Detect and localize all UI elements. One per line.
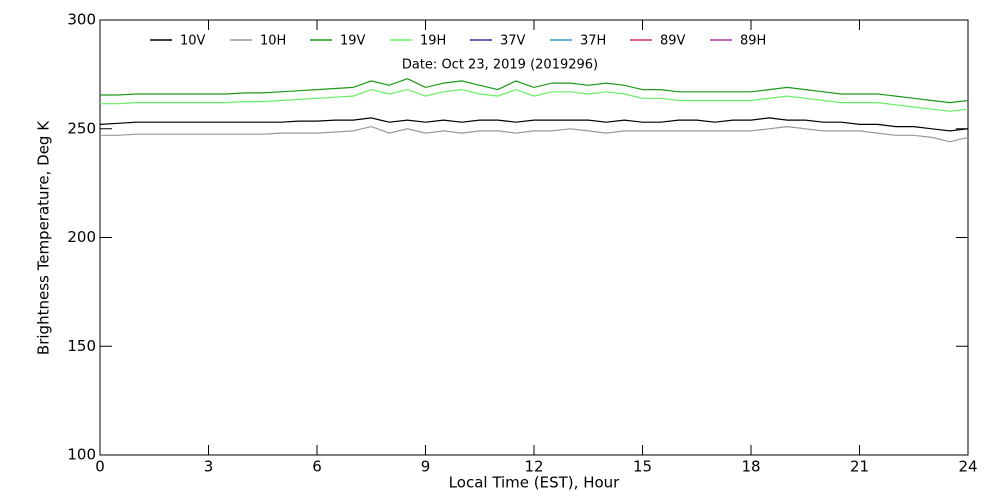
x-tick-label: 24: [958, 458, 977, 476]
legend-label: 89H: [740, 34, 766, 49]
date-annotation: Date: Oct 23, 2019 (2019296): [402, 58, 598, 73]
y-axis-label: Brightness Temperature, Deg K: [35, 120, 53, 355]
y-tick-label: 100: [67, 446, 96, 464]
x-tick-label: 21: [850, 458, 869, 476]
series-line: [100, 78, 969, 104]
x-tick-label: 6: [312, 458, 322, 476]
legend-label: 10V: [180, 34, 206, 49]
x-tick-label: 15: [633, 458, 652, 476]
legend-label: 37H: [580, 34, 606, 49]
legend-label: 19H: [420, 34, 446, 49]
x-tick-label: 0: [95, 458, 105, 476]
y-tick-label: 250: [67, 119, 96, 137]
series-line: [99, 117, 969, 132]
legend-label: 19V: [340, 34, 366, 49]
legend-label: 37V: [500, 34, 526, 49]
y-tick-label: 150: [67, 337, 96, 355]
x-tick-label: 3: [204, 458, 214, 476]
x-axis-label: Local Time (EST), Hour: [449, 474, 620, 492]
legend-label: 10H: [260, 34, 286, 49]
y-tick-label: 200: [67, 228, 96, 246]
series-line: [100, 88, 969, 112]
plot-frame: [99, 19, 969, 456]
y-tick-label: 300: [67, 11, 96, 29]
x-tick-label: 9: [421, 458, 431, 476]
x-tick-label: 18: [741, 458, 760, 476]
series-line: [100, 125, 969, 143]
x-tick-label: 12: [524, 458, 543, 476]
legend-label: 89V: [660, 34, 686, 49]
